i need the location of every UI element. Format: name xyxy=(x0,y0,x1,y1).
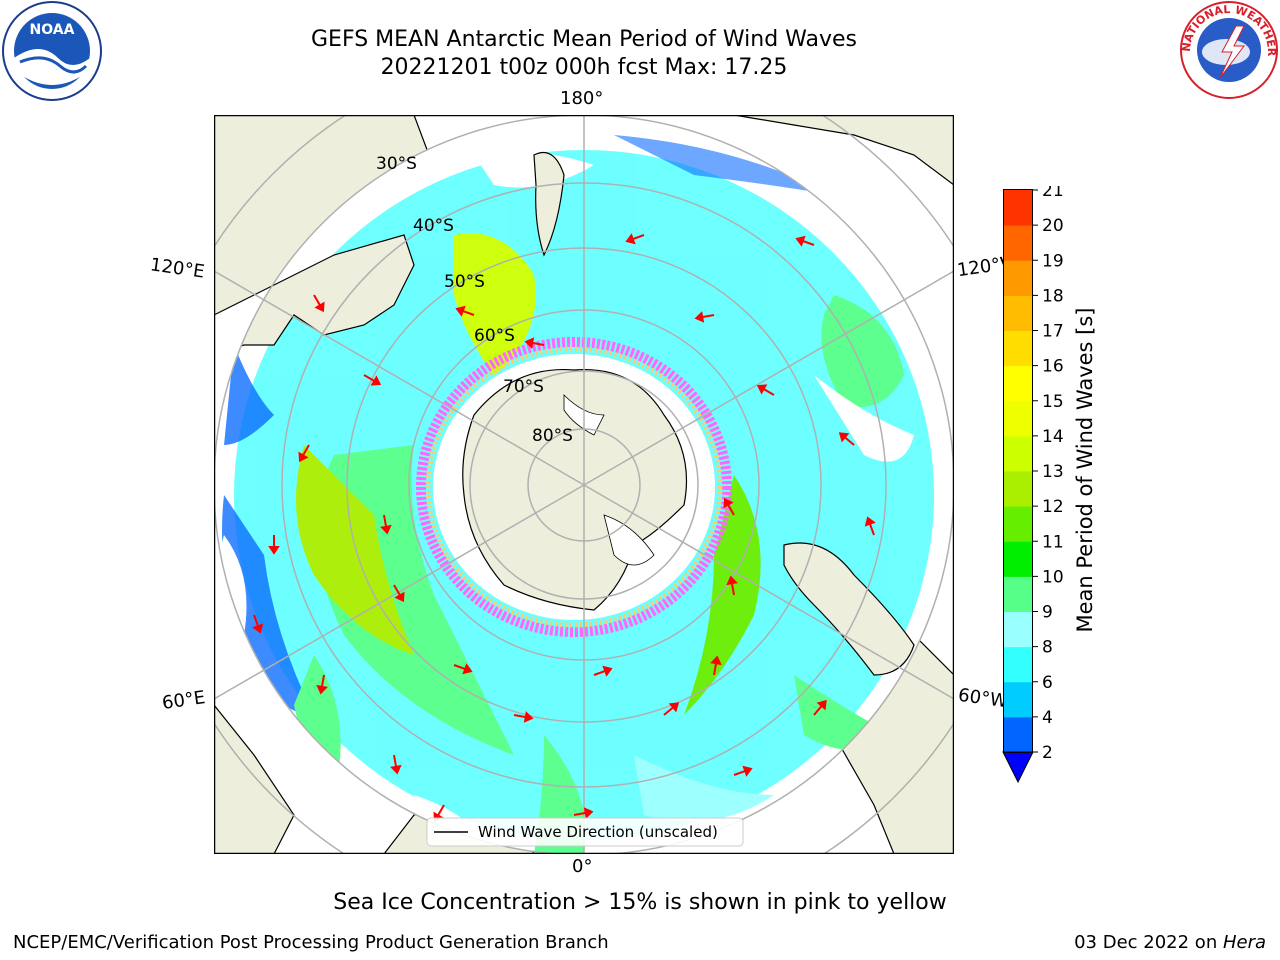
legend-label: Wind Wave Direction (unscaled) xyxy=(478,823,718,841)
colorbar-band xyxy=(1004,576,1032,612)
wave-period-field xyxy=(214,135,934,854)
noaa-logo: NOAA xyxy=(2,1,102,101)
latitude-labels: 30°S 40°S 50°S 60°S 70°S 80°S xyxy=(376,154,573,446)
noaa-logo-text: NOAA xyxy=(30,22,75,38)
colorbar-tick-label: 17 xyxy=(1042,322,1064,342)
colorbar-tick-label: 15 xyxy=(1042,392,1064,412)
wind-wave-arrows xyxy=(252,233,876,823)
footer-host: Hera xyxy=(1222,932,1266,953)
nws-logo: NATIONAL WEATHER SERVICE xyxy=(1178,0,1278,99)
graticule xyxy=(214,115,954,854)
colorbar-band xyxy=(1004,365,1032,402)
footer-date: 03 Dec 2022 on Hera xyxy=(1074,932,1266,953)
map-legend: Wind Wave Direction (unscaled) xyxy=(426,817,744,847)
lat-label-60s: 60°S xyxy=(474,326,515,346)
footer-branch: NCEP/EMC/Verification Post Processing Pr… xyxy=(13,932,609,953)
colorbar-band xyxy=(1004,435,1032,472)
colorbar-tick-label: 9 xyxy=(1042,603,1053,623)
colorbar-band xyxy=(1004,400,1032,437)
colorbar-tick-label: 20 xyxy=(1042,216,1064,236)
colorbar-band xyxy=(1004,541,1032,577)
colorbar-tick-label: 19 xyxy=(1042,251,1064,271)
lat-label-50s: 50°S xyxy=(444,272,485,292)
lon-label-0: 0° xyxy=(572,856,593,877)
colorbar-tick-label: 13 xyxy=(1042,462,1064,482)
colorbar-band xyxy=(1004,681,1032,718)
colorbar-band xyxy=(1004,295,1032,331)
colorbar-tick-label: 6 xyxy=(1042,673,1053,693)
lon-label-60e: 60°E xyxy=(160,687,207,714)
colorbar-band xyxy=(1004,646,1032,683)
map-title: GEFS MEAN Antarctic Mean Period of Wind … xyxy=(311,27,857,52)
colorbar-tick-label: 4 xyxy=(1042,708,1053,728)
colorbar-tick-label: 16 xyxy=(1042,357,1064,377)
lat-label-40s: 40°S xyxy=(413,216,454,236)
lat-label-70s: 70°S xyxy=(503,377,544,397)
lat-label-30s: 30°S xyxy=(376,154,417,174)
colorbar-band xyxy=(1004,471,1032,507)
footer-date-text: 03 Dec 2022 on xyxy=(1074,932,1223,953)
colorbar-tick-label: 12 xyxy=(1042,497,1064,517)
colorbar-tick-label: 11 xyxy=(1042,532,1064,552)
colorbar-band xyxy=(1004,611,1032,648)
colorbar-band xyxy=(1004,716,1032,753)
sea-ice-note: Sea Ice Concentration > 15% is shown in … xyxy=(333,890,947,915)
polar-map: 30°S 40°S 50°S 60°S 70°S 80°S Wind Wave … xyxy=(214,115,954,854)
map-subtitle-run: 20221201 t00z 000h fcst Max: 17.25 xyxy=(380,55,788,80)
colorbar-tick-label: 2 xyxy=(1042,743,1053,763)
colorbar-band xyxy=(1004,506,1032,542)
colorbar-tick-label: 21 xyxy=(1042,186,1064,201)
colorbar-tick-label: 8 xyxy=(1042,638,1053,658)
lon-label-180: 180° xyxy=(560,88,604,109)
colorbar-band xyxy=(1004,225,1032,261)
colorbar-tick-label: 10 xyxy=(1042,567,1064,587)
colorbar-band xyxy=(1004,330,1032,367)
lon-label-120e: 120°E xyxy=(148,254,206,283)
colorbar: 2 4 6 8 9 10 11 12 13 14 15 16 17 18 19 20 21 xyxy=(1002,186,1064,784)
colorbar-label: Mean Period of Wind Waves [s] xyxy=(1073,307,1097,633)
colorbar-band xyxy=(1004,190,1032,226)
colorbar-band xyxy=(1004,260,1032,296)
lat-label-80s: 80°S xyxy=(532,426,573,446)
colorbar-tick-label: 18 xyxy=(1042,286,1064,306)
colorbar-tick-label: 14 xyxy=(1042,427,1064,447)
